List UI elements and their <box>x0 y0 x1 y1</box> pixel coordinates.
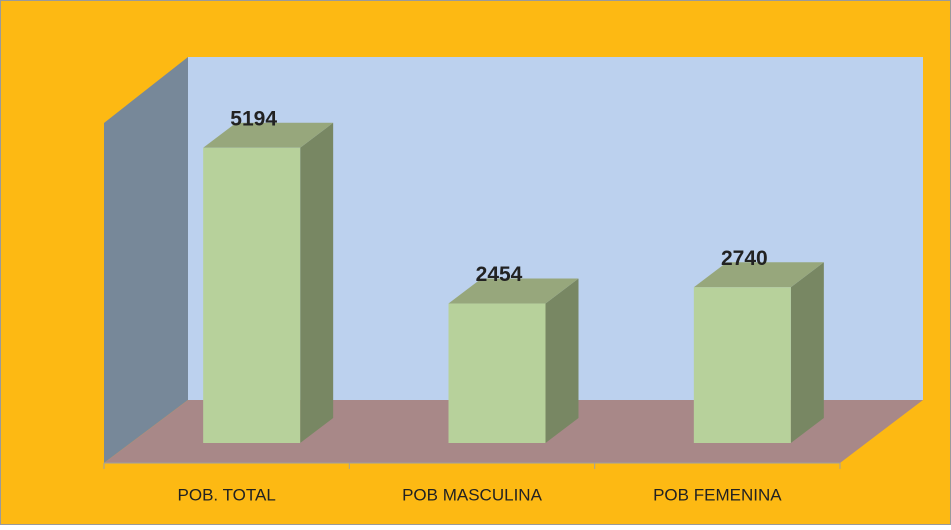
data-label: 5194 <box>230 107 277 130</box>
bar-top <box>693 262 824 288</box>
bar-top <box>203 122 334 148</box>
bar-side <box>545 278 579 443</box>
bar-top <box>448 278 579 304</box>
side-wall <box>104 57 188 463</box>
bar <box>693 287 791 443</box>
x-tick-label: POB. TOTAL <box>178 485 276 504</box>
bar-side <box>790 262 824 443</box>
data-label: 2740 <box>721 247 768 270</box>
bar-side <box>300 122 334 443</box>
bar <box>203 147 301 443</box>
x-tick-label: POB FEMENINA <box>653 485 782 504</box>
bar <box>448 303 546 443</box>
x-tick-label: POB MASCULINA <box>402 485 542 504</box>
data-label: 2454 <box>476 263 523 286</box>
